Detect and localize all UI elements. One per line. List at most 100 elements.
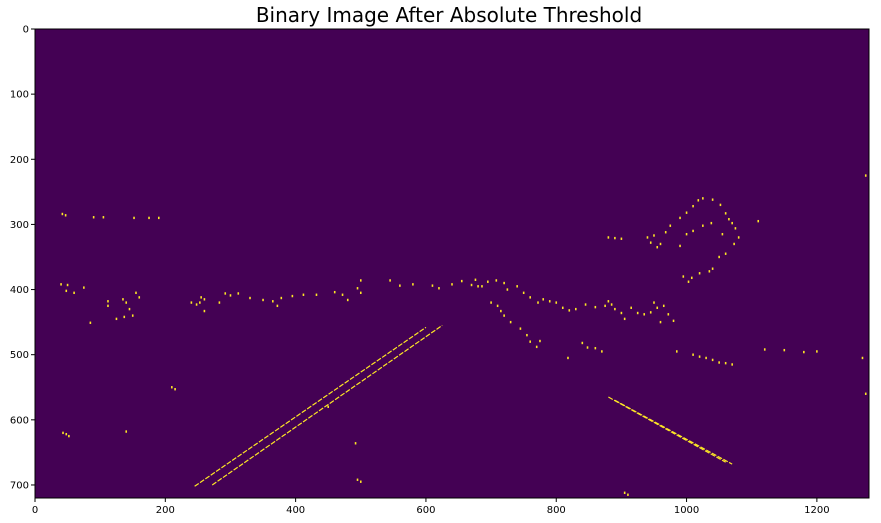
edge-pixel <box>203 298 206 301</box>
edge-pixel <box>555 301 558 304</box>
edge-pixel <box>692 229 694 233</box>
edge-pixel <box>529 296 531 299</box>
edge-pixel <box>690 276 693 280</box>
edge-pixel <box>594 305 597 309</box>
edge-pixel <box>679 216 681 220</box>
edge-pixel <box>649 311 652 314</box>
y-tick-label: 400 <box>10 285 29 296</box>
edge-pixel <box>66 283 69 287</box>
edge-pixel <box>679 244 681 248</box>
edge-pixel <box>643 313 646 316</box>
y-tick-label: 0 <box>23 25 29 36</box>
edge-pixel <box>711 358 714 362</box>
edge-pixel <box>692 204 694 208</box>
y-tick-label: 300 <box>10 220 29 231</box>
edge-pixel <box>607 236 610 239</box>
edge-pixel <box>698 355 701 358</box>
edge-pixel <box>610 303 613 306</box>
edge-pixel <box>272 300 274 303</box>
edge-pixel <box>653 234 655 237</box>
edge-pixel <box>107 304 109 308</box>
edge-pixel <box>542 298 545 301</box>
edge-pixel <box>359 279 362 282</box>
plot-frame <box>34 28 870 499</box>
edge-pixel <box>89 321 92 324</box>
edge-pixel <box>148 216 150 220</box>
edge-pixel <box>718 361 720 364</box>
edge-pixel <box>125 301 128 304</box>
edge-pixel <box>389 279 391 282</box>
y-axis: 0 100 200 300 400 500 600 700 <box>10 25 35 491</box>
edge-pixel <box>614 236 616 240</box>
x-tick-label: 1000 <box>674 505 699 516</box>
edge-pixel <box>341 293 344 296</box>
edge-pixel <box>816 350 818 353</box>
x-tick-label: 400 <box>286 505 305 516</box>
edge-pixel <box>474 278 477 281</box>
y-tick-label: 600 <box>10 415 29 426</box>
edge-pixel <box>861 356 864 360</box>
edge-pixel <box>763 348 766 351</box>
edge-pixel <box>356 287 359 290</box>
edge-pixel <box>601 350 603 353</box>
edge-pixel <box>653 301 655 304</box>
edge-pixel <box>302 293 305 296</box>
lane-line-edge <box>614 399 733 465</box>
edge-pixel <box>864 392 867 395</box>
edge-pixel <box>218 301 221 304</box>
edge-pixel <box>190 301 193 304</box>
edge-pixel <box>705 356 707 360</box>
edge-pixel <box>710 221 713 225</box>
edge-pixel <box>620 237 623 240</box>
edge-pixel <box>92 216 95 219</box>
edge-pixel <box>412 283 414 286</box>
edge-pixel <box>539 339 541 343</box>
edge-pixel <box>656 246 659 249</box>
edge-pixel <box>581 341 584 345</box>
y-tick-label: 100 <box>10 90 29 101</box>
edge-pixel <box>620 311 623 315</box>
edge-pixel <box>356 478 359 481</box>
x-tick-label: 0 <box>32 505 38 516</box>
edge-pixel <box>672 319 675 323</box>
edge-pixel <box>122 298 124 301</box>
edge-pixel <box>656 306 659 309</box>
edge-pixel <box>728 218 730 221</box>
x-tick-label: 800 <box>547 505 566 516</box>
edge-pixel <box>627 493 629 496</box>
edge-pixel <box>864 174 867 177</box>
edge-pixel <box>698 272 701 275</box>
x-tick-label: 200 <box>156 505 175 516</box>
edge-pixel <box>237 292 240 295</box>
edge-pixel <box>399 284 401 287</box>
edge-pixel <box>568 309 571 312</box>
edge-pixel <box>477 285 479 288</box>
edge-pixel <box>506 288 509 291</box>
y-tick-label: 700 <box>10 480 29 491</box>
edge-pixel <box>529 340 531 343</box>
edge-pixel <box>125 430 128 433</box>
edge-pixel <box>60 283 62 286</box>
edge-pixel <box>138 296 141 299</box>
edge-pixel <box>131 314 134 317</box>
edge-pixel <box>667 313 670 316</box>
edge-pixel <box>548 300 551 303</box>
edge-pixel <box>174 388 176 391</box>
edge-pixel <box>522 291 525 295</box>
edge-pixel <box>157 216 160 220</box>
lane-line-edge <box>211 324 443 486</box>
edge-pixel <box>623 491 626 494</box>
edge-pixel <box>171 386 173 389</box>
edge-pixel <box>692 353 694 356</box>
edge-pixel <box>199 301 201 304</box>
image-marks <box>60 174 867 496</box>
edge-pixel <box>675 350 678 353</box>
edge-pixel <box>567 356 569 360</box>
edge-pixel <box>737 236 740 239</box>
binary-image-background <box>35 29 869 498</box>
edge-pixel <box>346 298 349 302</box>
edge-pixel <box>711 267 714 270</box>
edge-pixel <box>123 315 126 319</box>
y-tick-label: 500 <box>10 350 29 361</box>
edge-pixel <box>721 232 724 236</box>
